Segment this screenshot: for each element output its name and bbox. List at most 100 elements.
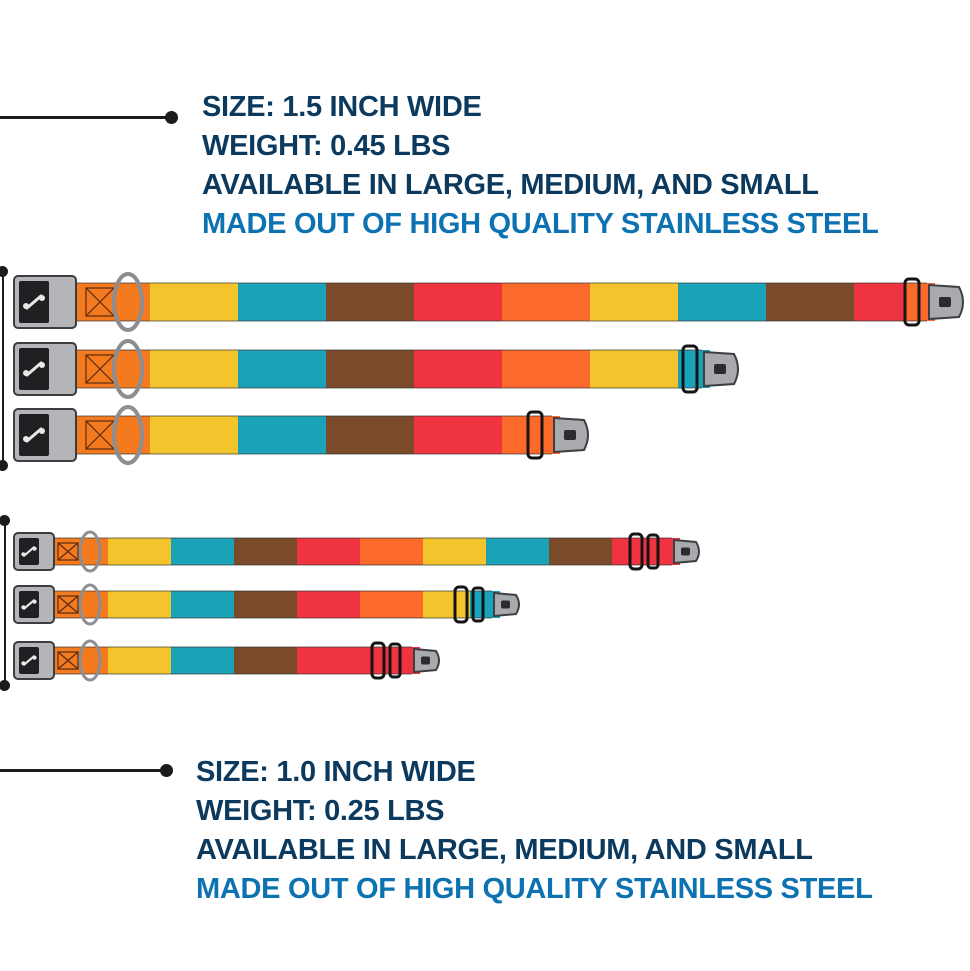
collar-keeper-loop [471,586,485,623]
collar-stripe [423,591,470,618]
collar-stripe [423,538,486,565]
collar-stitch-box [57,542,79,561]
collar-stripe [326,350,414,388]
collar-stripe [238,283,326,321]
collar-edge [66,415,552,417]
collar-stripe [502,283,590,321]
spec-small-size: SIZE: 1.0 INCH WIDE [196,756,476,788]
collar-stripe [108,647,171,674]
collar-stripe [414,350,502,388]
collar-keeper-loop [388,642,402,679]
collar-keeper-loop [628,532,644,571]
collar-stripe [590,350,678,388]
collar-stitch-cross [85,287,115,317]
collar-stripe [108,591,171,618]
bracket-narrow-top-dot [0,515,10,526]
spec-large-connector-dot [165,111,178,124]
collar-stripe [766,283,854,321]
collar-stripe [414,416,502,454]
buckle-tongue-slot [421,656,430,665]
collar-narrow-large [13,530,700,573]
collar-d-ring [78,639,102,682]
spec-block-large: SIZE: 1.5 INCH WIDE WEIGHT: 0.45 LBS AVA… [202,88,879,244]
collar-stitch-cross [85,420,115,450]
bracket-wide-bottom-dot [0,460,8,471]
collar-stripe [150,416,238,454]
bracket-narrow-collars [4,520,6,685]
collar-stripe [234,538,297,565]
collar-stripe [297,538,360,565]
collar-stripe [414,283,502,321]
bracket-wide-top-dot [0,266,8,277]
bone-icon-end [23,303,29,309]
collar-stripe [678,283,766,321]
spec-small-availability: AVAILABLE IN LARGE, MEDIUM, AND SMALL [196,834,813,866]
collar-edge [44,673,412,675]
collar-stripe [66,416,150,454]
collar-edge [44,590,492,592]
collar-stripe [502,416,530,454]
collar-stripe [171,647,234,674]
collar-stitch-cross [57,542,79,561]
collar-stripe [360,591,423,618]
collar-stripe [297,591,360,618]
bone-icon-end [23,436,29,442]
bone-icon-end [21,605,26,610]
collar-stripe [502,350,590,388]
collar-keeper-loop [646,533,660,570]
bone-icon [23,655,35,666]
bone-icon-end [23,370,29,376]
bone-icon [23,546,35,557]
buckle-tongue-slot [564,430,576,440]
bracket-narrow-bottom-dot [0,680,10,691]
collar-keeper-loop [903,277,921,327]
bone-icon [25,294,43,310]
buckle-tongue-slot [939,297,951,307]
collar-edge [44,564,672,566]
collar-wide-medium [13,339,739,399]
buckle-tongue-slot [501,600,510,609]
bone-icon-end [39,295,45,301]
collar-stripe [238,350,326,388]
collar-edge [66,387,702,389]
collar-stitch-box [57,651,79,670]
collar-d-ring [112,339,144,399]
collar-stripe [171,538,234,565]
collar-edge [66,453,552,455]
collar-stripe [854,283,905,321]
bone-icon-end [21,552,26,557]
collar-stripe [486,538,549,565]
collar-stripe [234,591,297,618]
collar-edge [44,646,412,648]
collar-stripe [238,416,326,454]
collar-stripe [590,283,678,321]
bone-icon-end [39,428,45,434]
collar-wide-large [13,272,964,332]
collar-edge [66,282,927,284]
spec-block-small: SIZE: 1.0 INCH WIDE WEIGHT: 0.25 LBS AVA… [196,753,873,909]
bone-icon [23,599,35,610]
collar-keeper-loop [681,344,699,394]
collar-stripe [66,350,150,388]
collar-edge [44,617,492,619]
spec-large-availability: AVAILABLE IN LARGE, MEDIUM, AND SMALL [202,169,819,201]
collar-keeper-loop [526,410,544,460]
bone-icon-end [32,546,37,551]
collar-stripe [234,647,297,674]
collar-edge [66,320,927,322]
collar-stitch-cross [57,651,79,670]
collar-edge [66,349,702,351]
buckle-tongue-slot [681,547,690,556]
collar-stripe [360,538,423,565]
collar-narrow-medium [13,583,520,626]
bone-icon-end [39,362,45,368]
collar-keeper-loop [370,641,386,680]
collar-stitch-cross [85,354,115,384]
collar-wide-small [13,405,589,465]
collar-stripe [150,350,238,388]
collar-stripe [297,647,360,674]
collar-d-ring [78,530,102,573]
spec-small-material: MADE OUT OF HIGH QUALITY STAINLESS STEEL [196,873,873,905]
collar-stripe [150,283,238,321]
